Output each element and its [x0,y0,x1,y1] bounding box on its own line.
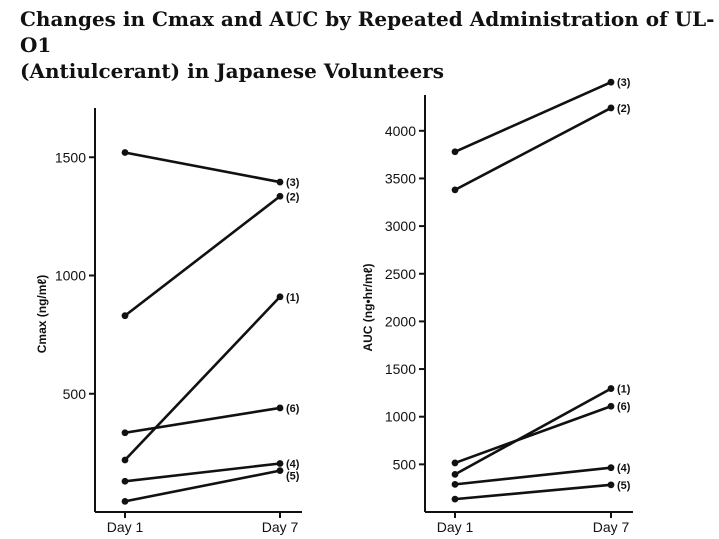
chart-title: Changes in Cmax and AUC by Repeated Admi… [20,6,715,84]
data-point [121,429,129,437]
data-point [451,186,459,194]
series-line [454,387,612,476]
data-point [276,293,284,301]
y-axis-label: AUC (ng•hr/mℓ) [361,263,375,351]
series-line [124,151,281,184]
y-tick-label: 500 [63,386,87,402]
y-tick-label: 1500 [385,361,416,377]
y-tick-label: 500 [393,456,417,472]
data-point [451,495,459,503]
series-label: (2) [617,103,631,115]
data-point [276,178,284,186]
y-tick-label: 4000 [385,123,416,139]
y-tick-label: 3000 [385,218,416,234]
series-line [124,406,281,435]
data-point [607,481,615,489]
data-point [607,464,615,472]
data-point [451,470,459,478]
chart-2: 500 1000 1500 2000 2500 3000 3500 4000 Day 1 Day … [361,77,633,535]
data-point [607,104,615,112]
series-label: (6) [617,401,631,413]
data-point [121,149,129,156]
series-label: (3) [617,77,631,89]
title-line-1: Changes in Cmax and AUC by Repeated Admi… [20,7,715,57]
series-label: (1) [286,292,300,304]
series-line [124,195,281,317]
series-label: (2) [286,191,300,203]
data-point [276,467,284,475]
y-axis-label: Cmax (ng/mℓ) [35,275,49,354]
x-tick-label: Day 1 [107,519,144,535]
title-line-2: (Antiulcerant) in Japanese Volunteers [20,59,444,83]
x-tick-label: Day 1 [437,519,474,535]
data-point [451,480,459,488]
data-point [276,404,284,412]
data-point [121,497,129,505]
series-label: (5) [286,471,300,483]
x-tick-label: Day 7 [262,519,299,535]
series-label: (1) [617,384,631,396]
data-point [276,460,284,467]
data-point [121,456,129,464]
data-point [121,312,129,320]
data-point [451,148,459,156]
data-point [451,459,459,467]
y-tick-label: 1000 [385,409,416,425]
y-tick-label: 2000 [385,313,416,329]
x-tick-label: Day 7 [593,519,630,535]
chart-1: 500 1000 1500 Day 1 Day 7 Cmax (ng/mℓ) (3) (2) (… [35,108,302,535]
data-point [276,192,284,200]
series-label: (3) [286,177,300,189]
series-line [454,106,612,192]
series-label: (4) [286,459,300,471]
series-line [124,462,281,483]
y-tick-label: 1500 [55,149,86,165]
series-label: (4) [617,463,631,475]
series-line [454,466,612,486]
y-tick-label: 3500 [385,170,416,186]
series-label: (5) [617,480,631,492]
series-line [454,404,612,465]
y-tick-label: 2500 [385,266,416,282]
data-point [607,385,615,392]
series-line [124,295,281,461]
data-point [607,78,615,86]
series-label: (6) [286,403,300,415]
data-point [607,402,615,410]
y-tick-label: 1000 [55,268,86,284]
data-point [121,477,129,485]
series-line [454,483,612,501]
series-line [454,81,612,153]
series-line [124,469,281,503]
